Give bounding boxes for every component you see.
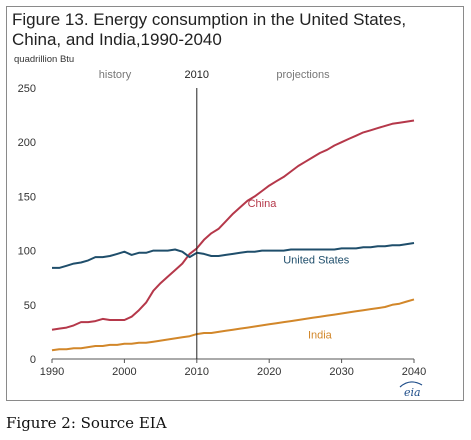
figure-frame [6,6,464,401]
x-tick-label: 2020 [257,366,281,378]
series-line-china [51,119,415,331]
series-label-united-states: United States [283,255,350,267]
annotations-group: 2010 history projections [99,69,330,359]
x-tick-label: 2000 [112,366,136,378]
y-tick-label: 250 [18,83,36,95]
x-tick-label: 1990 [40,366,64,378]
y-tick-label: 200 [18,137,36,149]
eia-logo-swoosh [399,381,423,388]
y-tick-label: 0 [30,354,36,366]
x-tick-label: 2040 [402,366,426,378]
x-tick-label: 2030 [329,366,353,378]
chart-title: Figure 13. Energy consumption in the Uni… [12,10,407,49]
series-line-india [51,298,415,352]
x-tick-label: 2010 [185,366,209,378]
y-tick-label: 150 [18,191,36,203]
eia-logo: eia [399,381,423,399]
tick-labels-group: 1990 2000 2010 2020 2030 2040 0 50 100 150 200 250 [18,83,427,378]
projections-label: projections [276,69,330,81]
series-lines-group: China United States India [51,119,415,352]
series-label-india: India [308,329,333,341]
y-axis-unit-label: quadrillion Btu [14,54,75,65]
figure-caption: Figure 2: Source EIA [6,414,167,432]
series-label-china: China [248,198,278,210]
eia-logo-text: eia [404,386,421,399]
divider-label: 2010 [185,69,209,81]
history-label: history [99,69,132,81]
y-tick-label: 50 [24,300,36,312]
axes-group [51,358,415,363]
y-tick-label: 100 [18,246,36,258]
series-line-united-states [52,242,415,269]
